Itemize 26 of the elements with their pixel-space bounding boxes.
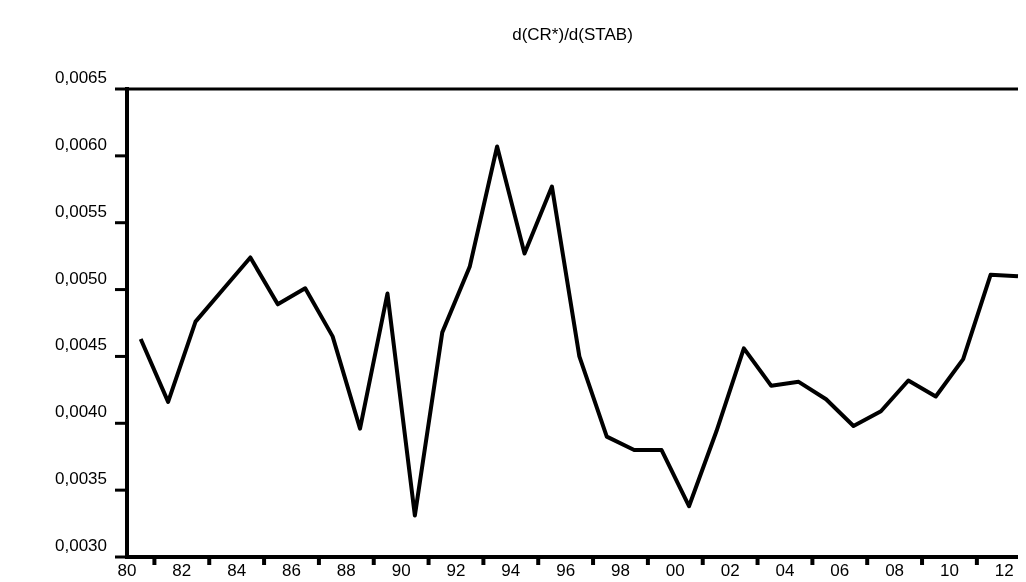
y-tick-label: 0,0030: [55, 536, 107, 555]
x-tick-label: 00: [665, 561, 685, 580]
y-tick-label: 0,0050: [55, 268, 107, 288]
x-tick-label: 12: [994, 561, 1014, 580]
y-tick-label: 0,0035: [55, 469, 107, 489]
x-tick-label: 96: [556, 561, 576, 580]
x-tick-label: 10: [940, 561, 959, 580]
y-tick-label: 0,0055: [55, 201, 107, 221]
y-tick-label: 0,0060: [55, 134, 107, 154]
x-tick-label: 86: [282, 561, 301, 580]
x-tick-label: 02: [720, 561, 740, 580]
x-tick-label: 08: [885, 561, 905, 580]
x-tick-label: 84: [227, 561, 247, 580]
y-tick-label: 0,0040: [55, 402, 107, 422]
x-tick-label: 82: [172, 561, 192, 580]
x-tick-label: 90: [391, 561, 411, 580]
x-tick-label: 92: [446, 561, 466, 580]
x-tick-label: 06: [830, 561, 850, 580]
y-tick-label: 0,0065: [55, 68, 107, 87]
x-tick-label: 94: [501, 561, 521, 580]
x-tick-label: 04: [775, 561, 795, 580]
chart-title: d(CR*)/d(STAB): [512, 25, 633, 44]
x-tick-label: 98: [611, 561, 630, 580]
x-tick-label: 88: [336, 561, 356, 580]
x-tick-label: 80: [117, 561, 137, 580]
y-tick-label: 0,0045: [55, 335, 107, 355]
